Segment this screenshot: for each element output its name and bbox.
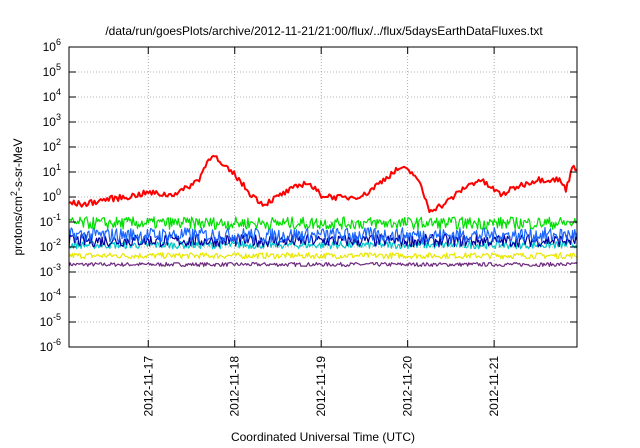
y-tick-label: 10-3 bbox=[40, 262, 61, 279]
y-tick-label: 102 bbox=[43, 137, 61, 154]
y-tick-label: 10-1 bbox=[40, 212, 61, 229]
chart-title: /data/run/goesPlots/archive/2012-11-21/2… bbox=[105, 24, 543, 38]
y-tick-label: 10-4 bbox=[40, 287, 61, 304]
x-tick-label: 2012-11-17 bbox=[141, 356, 155, 417]
x-tick-label: 2012-11-21 bbox=[487, 356, 501, 417]
y-tick-label: 10-5 bbox=[40, 312, 61, 329]
y-axis-label: protons/cm2-s-sr-MeV bbox=[9, 138, 25, 255]
y-tick-label: 104 bbox=[43, 87, 61, 104]
series-line bbox=[68, 252, 578, 260]
y-tick-label: 101 bbox=[43, 162, 61, 179]
series-line bbox=[68, 216, 578, 230]
x-tick-label: 2012-11-19 bbox=[314, 356, 328, 417]
y-tick-label: 106 bbox=[43, 37, 61, 54]
series-line bbox=[68, 154, 578, 214]
y-tick-label: 100 bbox=[43, 187, 61, 204]
x-tick-label: 2012-11-20 bbox=[401, 356, 415, 417]
series-group bbox=[68, 154, 578, 268]
y-tick-label: 10-6 bbox=[40, 337, 61, 354]
y-tick-label: 10-2 bbox=[40, 237, 61, 254]
x-axis: 2012-11-17 2012-11-18 2012-11-19 2012-11-20… bbox=[141, 47, 501, 417]
y-tick-label: 105 bbox=[43, 62, 61, 79]
y-tick-label: 103 bbox=[43, 112, 61, 129]
x-axis-label: Coordinated Universal Time (UTC) bbox=[231, 430, 415, 444]
series-line bbox=[68, 227, 578, 244]
series-line bbox=[68, 261, 578, 268]
x-tick-label: 2012-11-18 bbox=[228, 356, 242, 417]
